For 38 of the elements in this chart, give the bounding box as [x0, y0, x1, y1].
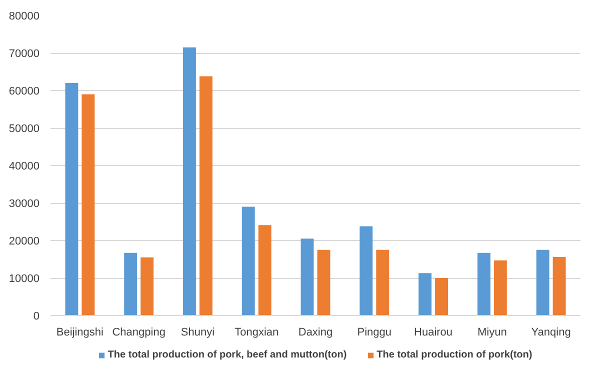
bar [183, 47, 196, 316]
bar [376, 250, 390, 316]
x-tick-label: Beijingshi [56, 326, 104, 338]
bar [242, 206, 255, 316]
y-tick-label: 10000 [8, 273, 40, 285]
legend-label: The total production of pork, beef and mutton(ton) [108, 350, 347, 360]
bar [360, 226, 373, 316]
y-tick-label: 0 [33, 310, 40, 322]
bar [552, 257, 566, 316]
bar [418, 273, 432, 316]
bar [435, 278, 448, 316]
bar [82, 94, 95, 316]
bar [258, 225, 272, 316]
x-tick-label: Miyun [477, 326, 507, 338]
bar [494, 260, 507, 316]
legend-label: The total production of pork(ton) [376, 350, 532, 360]
y-tick-label: 60000 [8, 86, 40, 98]
bar [300, 238, 314, 316]
y-tick-label: 80000 [8, 10, 40, 22]
bar [140, 257, 154, 316]
y-tick-label: 40000 [8, 160, 40, 172]
bar [317, 250, 330, 316]
bar [199, 76, 212, 316]
x-tick-label: Yanqing [531, 326, 571, 338]
y-tick-label: 50000 [8, 123, 40, 135]
bar [124, 252, 138, 316]
bar [65, 83, 78, 316]
y-tick-label: 20000 [8, 236, 40, 248]
x-tick-label: Huairou [414, 326, 453, 338]
x-tick-label: Changping [112, 326, 166, 338]
x-tick-label: Pinggu [357, 326, 392, 338]
x-tick-label: Shunyi [180, 326, 215, 338]
bar [536, 250, 550, 316]
x-tick-label: Tongxian [234, 326, 279, 338]
y-tick-label: 70000 [8, 48, 40, 60]
y-tick-label: 30000 [8, 198, 40, 210]
x-tick-label: Daxing [298, 326, 333, 338]
bar [477, 252, 490, 316]
